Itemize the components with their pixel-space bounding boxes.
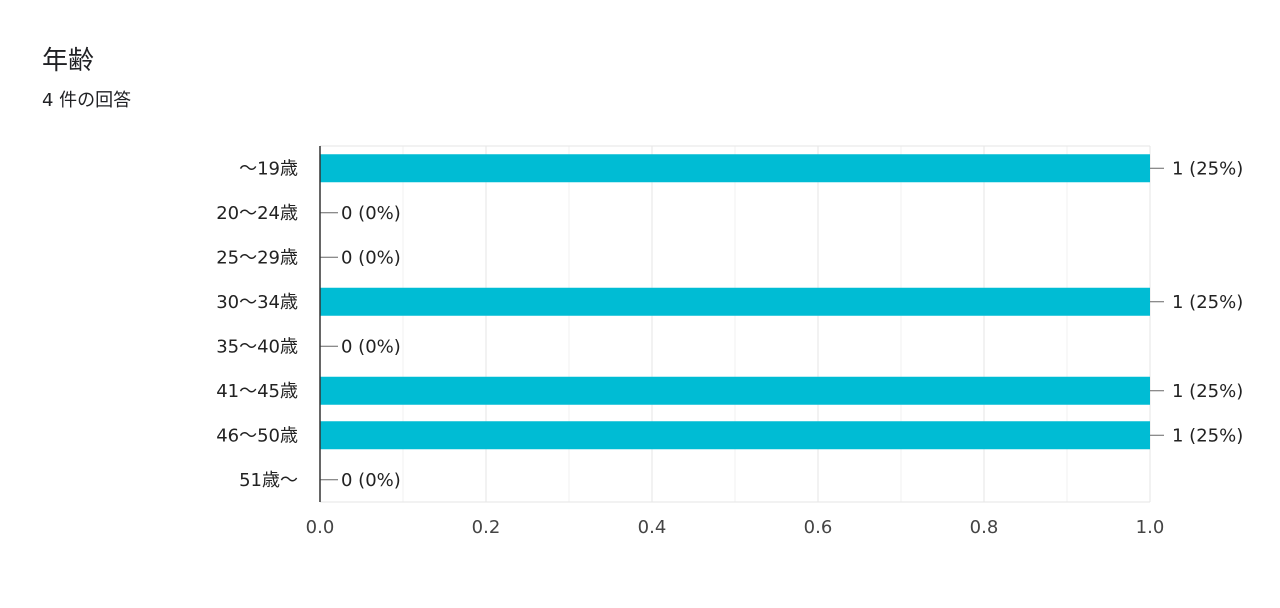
- bar: [320, 421, 1150, 450]
- value-label: 1 (25%): [1172, 425, 1243, 446]
- value-label: 1 (25%): [1172, 381, 1243, 402]
- category-label: 25〜29歳: [216, 247, 298, 268]
- x-tick-label: 0.2: [472, 517, 501, 538]
- category-label: 20〜24歳: [216, 203, 298, 224]
- x-tick-label: 0.0: [306, 517, 335, 538]
- value-label: 1 (25%): [1172, 292, 1243, 313]
- value-label: 0 (0%): [341, 470, 401, 491]
- category-label: 51歳〜: [239, 470, 298, 491]
- x-tick-label: 0.6: [804, 517, 833, 538]
- value-label: 0 (0%): [341, 203, 401, 224]
- value-label: 0 (0%): [341, 336, 401, 357]
- category-label: 41〜45歳: [216, 381, 298, 402]
- x-tick-label: 1.0: [1136, 517, 1165, 538]
- category-label: 35〜40歳: [216, 336, 298, 357]
- x-tick-label: 0.8: [970, 517, 999, 538]
- category-label: 30〜34歳: [216, 292, 298, 313]
- value-label: 1 (25%): [1172, 158, 1243, 179]
- category-label: 46〜50歳: [216, 425, 298, 446]
- x-tick-label: 0.4: [638, 517, 667, 538]
- response-count: 4 件の回答: [42, 90, 132, 111]
- category-label: 〜19歳: [239, 158, 298, 179]
- bar: [320, 376, 1150, 405]
- chart-title: 年齢: [42, 46, 95, 76]
- bar: [320, 154, 1150, 183]
- value-label: 0 (0%): [341, 247, 401, 268]
- bar: [320, 287, 1150, 316]
